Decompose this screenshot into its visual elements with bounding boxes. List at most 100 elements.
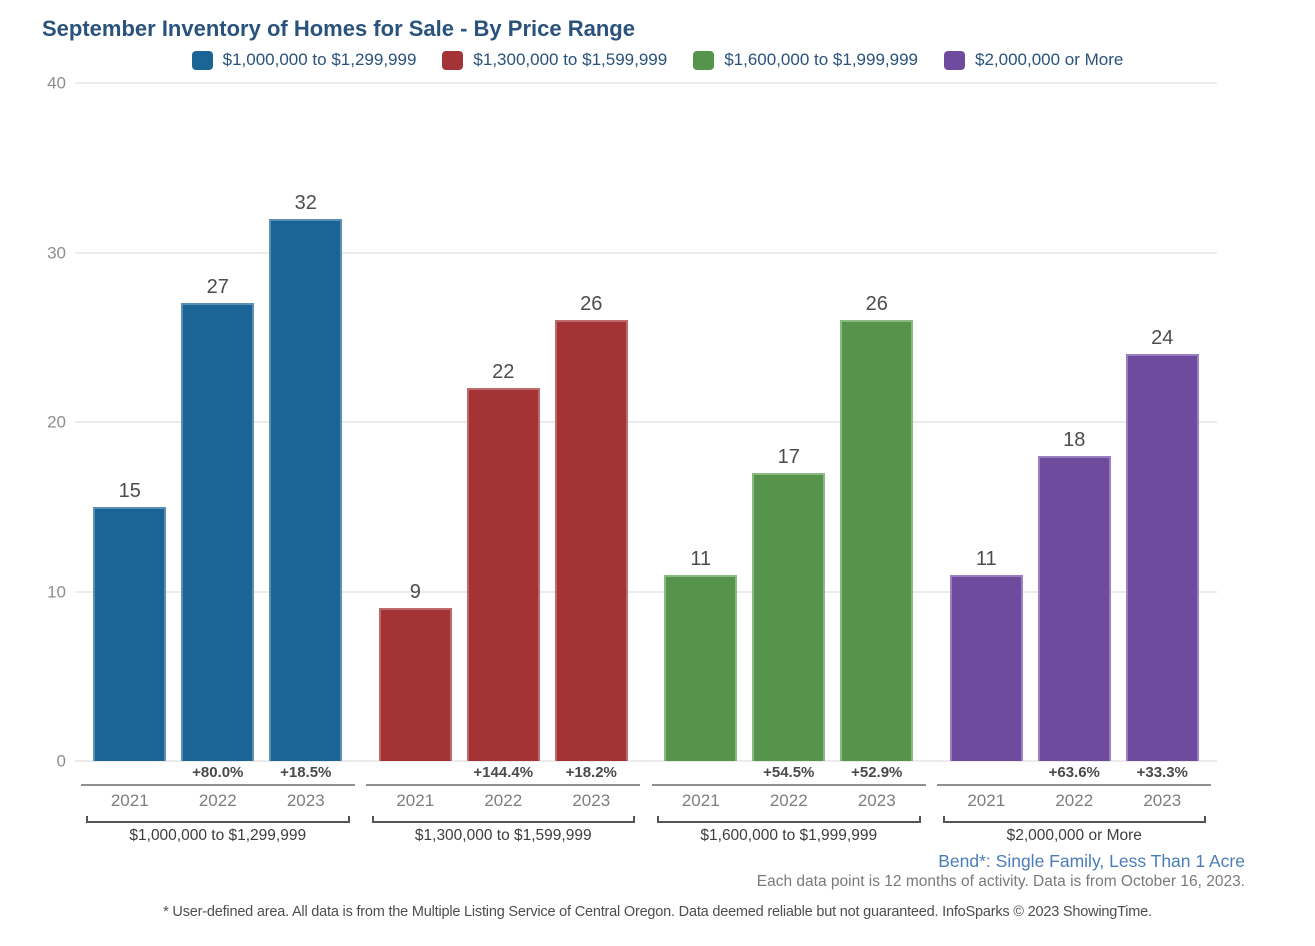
pct-change-label: +18.2% bbox=[565, 764, 617, 781]
pct-change-label bbox=[950, 764, 1023, 782]
pct-change-label: +54.5% bbox=[763, 764, 815, 781]
bar-column: 27 bbox=[181, 276, 255, 761]
pct-change-row: +63.6% +33.3% bbox=[950, 761, 1199, 782]
pct-change-label: +52.9% bbox=[851, 764, 903, 781]
bar-column: 17 bbox=[752, 445, 826, 761]
bar-column: 18 bbox=[1037, 428, 1111, 761]
bar-value-label: 27 bbox=[206, 276, 229, 299]
pct-change-label: +18.5% bbox=[280, 764, 332, 781]
bar-column: 22 bbox=[466, 361, 540, 761]
pct-change-label: +63.6% bbox=[1048, 764, 1100, 781]
pct-change-label: +80.0% bbox=[192, 764, 244, 781]
bar[interactable] bbox=[664, 574, 738, 761]
gridline bbox=[75, 590, 1217, 593]
bar-value-label: 17 bbox=[777, 445, 800, 468]
year-label: 2023 bbox=[1143, 791, 1182, 810]
plot-groups: 15 27 32 9 22 26 11 17 26 11 18 24 bbox=[75, 83, 1217, 761]
legend-swatch-icon bbox=[191, 50, 213, 70]
bar[interactable] bbox=[752, 472, 826, 761]
bar-column: 15 bbox=[93, 479, 167, 761]
bar[interactable] bbox=[1037, 455, 1111, 761]
group-footer: +54.5% +52.9% 2021 2022 2023 $1,600,000 to $1… bbox=[646, 761, 932, 845]
group-range-label: $2,000,000 or More bbox=[1006, 827, 1142, 844]
area-filter-note: Bend*: Single Family, Less Than 1 Acre bbox=[938, 851, 1245, 871]
year-row: 2021 2022 2023 bbox=[950, 786, 1199, 814]
legend-item-label: $1,600,000 to $1,999,999 bbox=[724, 50, 918, 69]
gridline bbox=[75, 421, 1217, 423]
bar[interactable] bbox=[378, 608, 452, 761]
year-label: 2022 bbox=[198, 791, 237, 810]
pct-change-row: +54.5% +52.9% bbox=[664, 761, 913, 782]
gridline bbox=[75, 760, 1217, 762]
chart-legend: $1,000,000 to $1,299,999 $1,300,000 to $1… bbox=[0, 50, 1315, 70]
bar-column: 26 bbox=[554, 293, 628, 761]
year-label: 2022 bbox=[769, 791, 808, 810]
bar-group: 11 18 24 bbox=[932, 83, 1218, 761]
group-footer: +144.4% +18.2% 2021 2022 2023 $1,300,000 to $… bbox=[361, 761, 647, 845]
bar-column: 26 bbox=[840, 293, 914, 761]
plot-area: 15 27 32 9 22 26 11 17 26 11 18 24 0 10 20 30 40 bbox=[47, 75, 1217, 770]
bar[interactable] bbox=[269, 218, 343, 761]
legend-item-label: $1,300,000 to $1,599,999 bbox=[473, 50, 668, 69]
group-separator-line bbox=[937, 784, 1212, 786]
year-label: 2021 bbox=[681, 791, 720, 810]
pct-change-label: +144.4% bbox=[473, 764, 534, 781]
group-footer: +63.6% +33.3% 2021 2022 2023 $2,000,000 or Mo… bbox=[932, 761, 1218, 845]
legend-item[interactable]: $2,000,000 or More bbox=[944, 50, 1123, 70]
bar[interactable] bbox=[554, 320, 628, 761]
bar-column: 32 bbox=[269, 191, 343, 761]
bar-group: 9 22 26 bbox=[361, 83, 647, 761]
bar[interactable] bbox=[93, 506, 167, 761]
bar-column: 11 bbox=[949, 547, 1023, 761]
bar-value-label: 24 bbox=[1151, 327, 1174, 350]
legend-item[interactable]: $1,300,000 to $1,599,999 bbox=[442, 50, 667, 70]
group-range-label: $1,600,000 to $1,999,999 bbox=[700, 827, 878, 844]
legend-item[interactable]: $1,000,000 to $1,299,999 bbox=[191, 50, 417, 70]
bar-value-label: 11 bbox=[690, 547, 712, 570]
group-bracket bbox=[371, 816, 635, 823]
bar-value-label: 15 bbox=[118, 479, 141, 502]
bar-value-label: 9 bbox=[409, 581, 421, 604]
y-axis-tick-label: 20 bbox=[47, 412, 66, 432]
legend-swatch-icon bbox=[693, 50, 715, 70]
year-label: 2022 bbox=[484, 791, 523, 810]
group-bracket bbox=[942, 816, 1206, 823]
year-label: 2023 bbox=[572, 791, 611, 810]
year-label: 2021 bbox=[396, 791, 435, 810]
legend-item-label: $1,000,000 to $1,299,999 bbox=[222, 50, 417, 69]
bar-value-label: 32 bbox=[294, 191, 317, 214]
legend-swatch-icon bbox=[442, 50, 464, 70]
bar-group: 11 17 26 bbox=[646, 83, 932, 761]
disclaimer-text: * User-defined area. All data is from th… bbox=[163, 904, 1152, 920]
bar[interactable] bbox=[466, 388, 540, 761]
pct-change-row: +144.4% +18.2% bbox=[379, 761, 628, 782]
bar[interactable] bbox=[840, 320, 914, 761]
group-range-label: $1,300,000 to $1,599,999 bbox=[414, 827, 592, 844]
bar-value-label: 11 bbox=[975, 547, 997, 570]
legend-swatch-icon bbox=[944, 50, 965, 70]
group-footer: +80.0% +18.5% 2021 2022 2023 $1,000,000 to $1… bbox=[75, 761, 361, 845]
gridline bbox=[75, 82, 1217, 84]
year-row: 2021 2022 2023 bbox=[664, 786, 913, 814]
year-label: 2022 bbox=[1055, 791, 1094, 810]
group-separator-line bbox=[651, 784, 926, 786]
y-axis-tick-label: 10 bbox=[47, 582, 66, 601]
group-separator-line bbox=[80, 784, 355, 786]
bar-value-label: 18 bbox=[1063, 428, 1086, 451]
bar[interactable] bbox=[949, 574, 1023, 761]
chart-notes: Bend*: Single Family, Less Than 1 Acre E… bbox=[0, 851, 1245, 891]
bar[interactable] bbox=[1125, 354, 1199, 761]
bar-column: 11 bbox=[664, 547, 738, 761]
year-row: 2021 2022 2023 bbox=[93, 786, 342, 814]
y-axis-tick-label: 30 bbox=[47, 243, 66, 262]
group-footers: +80.0% +18.5% 2021 2022 2023 $1,000,000 to $1… bbox=[75, 761, 1217, 845]
legend-item[interactable]: $1,600,000 to $1,999,999 bbox=[693, 50, 918, 70]
y-axis-tick-label: 40 bbox=[47, 73, 66, 93]
bar-value-label: 26 bbox=[865, 293, 888, 316]
pct-change-label bbox=[664, 764, 737, 782]
group-bracket bbox=[657, 816, 921, 823]
group-bracket bbox=[86, 816, 350, 823]
bar[interactable] bbox=[181, 303, 255, 761]
pct-change-label bbox=[93, 764, 166, 782]
